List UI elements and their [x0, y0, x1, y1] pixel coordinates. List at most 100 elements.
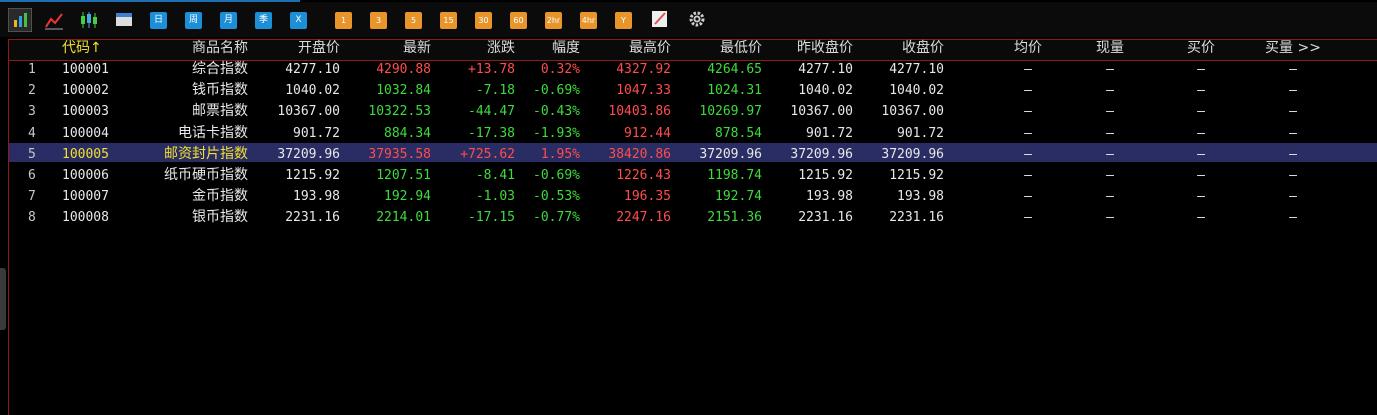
- column-header[interactable]: 幅度: [552, 40, 580, 56]
- column-header[interactable]: 均价: [1014, 40, 1042, 56]
- table-cell: 1040.02: [889, 83, 944, 99]
- bar-chart-icon[interactable]: [8, 8, 32, 32]
- table-cell: —: [1106, 210, 1114, 226]
- table-cell: 4264.65: [707, 62, 762, 77]
- table-cell[interactable]: 1: [28, 62, 36, 77]
- table-cell: -17.38: [468, 125, 515, 141]
- period-button[interactable]: 15: [440, 12, 457, 29]
- line-chart-icon[interactable]: [44, 10, 64, 30]
- period-button[interactable]: 2hr: [545, 12, 562, 29]
- table-cell: 884.34: [384, 125, 431, 141]
- column-header[interactable]: 昨收盘价: [797, 40, 853, 56]
- column-header[interactable]: 商品名称: [192, 40, 248, 56]
- calendar-icon[interactable]: [115, 10, 133, 28]
- table-cell: 193.98: [293, 189, 340, 205]
- table-cell: 10367.00: [277, 104, 340, 120]
- table-cell: 1207.51: [376, 168, 431, 183]
- period-button[interactable]: 周: [185, 12, 202, 29]
- table-cell: —: [1197, 125, 1205, 141]
- product-code[interactable]: 100007: [62, 189, 109, 205]
- column-header[interactable]: 收盘价: [902, 40, 944, 56]
- table-cell: —: [1289, 125, 1297, 141]
- table-cell: 4277.10: [285, 62, 340, 77]
- table-cell: -0.77%: [533, 210, 580, 226]
- table-cell: 37209.96: [277, 146, 340, 162]
- table-cell: 38420.86: [608, 146, 671, 162]
- selected-row-highlight: [9, 143, 1377, 162]
- period-button[interactable]: 月: [220, 12, 237, 29]
- table-cell[interactable]: 5: [28, 146, 36, 162]
- period-button[interactable]: 季: [255, 12, 272, 29]
- table-cell: 878.54: [715, 125, 762, 141]
- table-cell: -17.15: [468, 210, 515, 226]
- period-button[interactable]: 5: [405, 12, 422, 29]
- table-cell: 1215.92: [889, 168, 944, 183]
- table-cell: —: [1106, 125, 1114, 141]
- product-name[interactable]: 邮资封片指数: [164, 145, 248, 162]
- product-name[interactable]: 电话卡指数: [178, 124, 248, 141]
- table-cell: 10367.00: [881, 104, 944, 120]
- table-cell: 912.44: [624, 125, 671, 141]
- column-header[interactable]: 最低价: [720, 40, 762, 56]
- table-cell: 4327.92: [616, 62, 671, 77]
- product-name[interactable]: 银币指数: [192, 209, 248, 226]
- table-cell: 2247.16: [616, 210, 671, 226]
- column-header[interactable]: 涨跌: [487, 40, 515, 56]
- table-cell: —: [1197, 146, 1205, 162]
- product-code[interactable]: 100008: [62, 210, 109, 226]
- table-frame: [8, 39, 1377, 415]
- table-cell: 4277.10: [798, 62, 853, 77]
- product-code[interactable]: 100006: [62, 168, 109, 183]
- period-button[interactable]: 日: [150, 12, 167, 29]
- product-name[interactable]: 综合指数: [192, 61, 248, 77]
- table-cell[interactable]: 6: [28, 168, 36, 183]
- product-name[interactable]: 纸币硬币指数: [164, 167, 248, 183]
- period-button[interactable]: X: [290, 12, 307, 29]
- period-button[interactable]: 30: [475, 12, 492, 29]
- table-cell: 37209.96: [881, 146, 944, 162]
- table-cell: 1226.43: [616, 168, 671, 183]
- period-button[interactable]: Y: [615, 12, 632, 29]
- period-button[interactable]: 1: [335, 12, 352, 29]
- table-cell[interactable]: 4: [28, 125, 36, 141]
- product-name[interactable]: 邮票指数: [192, 103, 248, 120]
- table-cell[interactable]: 7: [28, 189, 36, 205]
- column-header[interactable]: 买价: [1187, 40, 1215, 56]
- column-header[interactable]: 开盘价: [298, 40, 340, 56]
- product-code[interactable]: 100001: [62, 62, 109, 77]
- column-header[interactable]: 最新: [403, 40, 431, 56]
- table-cell: +725.62: [460, 146, 515, 162]
- table-cell: -8.41: [475, 168, 515, 183]
- table-cell: 1024.31: [707, 83, 762, 99]
- table-cell: —: [1024, 189, 1032, 205]
- table-cell: —: [1289, 189, 1297, 205]
- table-cell: 1.95%: [540, 146, 580, 162]
- settings-icon[interactable]: [688, 10, 706, 28]
- product-code[interactable]: 100003: [62, 104, 109, 120]
- table-cell: -44.47: [468, 104, 515, 120]
- table-cell: -1.93%: [533, 125, 580, 141]
- column-header[interactable]: 买量 >>: [1265, 40, 1321, 56]
- period-button[interactable]: 60: [510, 12, 527, 29]
- period-button[interactable]: 4hr: [580, 12, 597, 29]
- period-button[interactable]: 3: [370, 12, 387, 29]
- candlestick-icon[interactable]: [79, 10, 99, 30]
- column-header[interactable]: 最高价: [629, 40, 671, 56]
- side-tab[interactable]: [0, 268, 6, 330]
- column-header[interactable]: 代码↑: [62, 40, 102, 56]
- product-name[interactable]: 金币指数: [192, 188, 248, 205]
- product-name[interactable]: 钱币指数: [192, 82, 248, 99]
- draw-icon[interactable]: [651, 10, 669, 28]
- table-cell: 1047.33: [616, 83, 671, 99]
- table-cell[interactable]: 2: [28, 83, 36, 99]
- table-cell: -0.53%: [533, 189, 580, 205]
- table-cell: 4290.88: [376, 62, 431, 77]
- product-code[interactable]: 100004: [62, 125, 109, 141]
- accent-line: [0, 0, 300, 2]
- table-cell[interactable]: 8: [28, 210, 36, 226]
- product-code[interactable]: 100005: [62, 146, 109, 162]
- product-code[interactable]: 100002: [62, 83, 109, 99]
- column-header[interactable]: 现量: [1096, 40, 1124, 56]
- table-cell: —: [1024, 146, 1032, 162]
- table-cell[interactable]: 3: [28, 104, 36, 120]
